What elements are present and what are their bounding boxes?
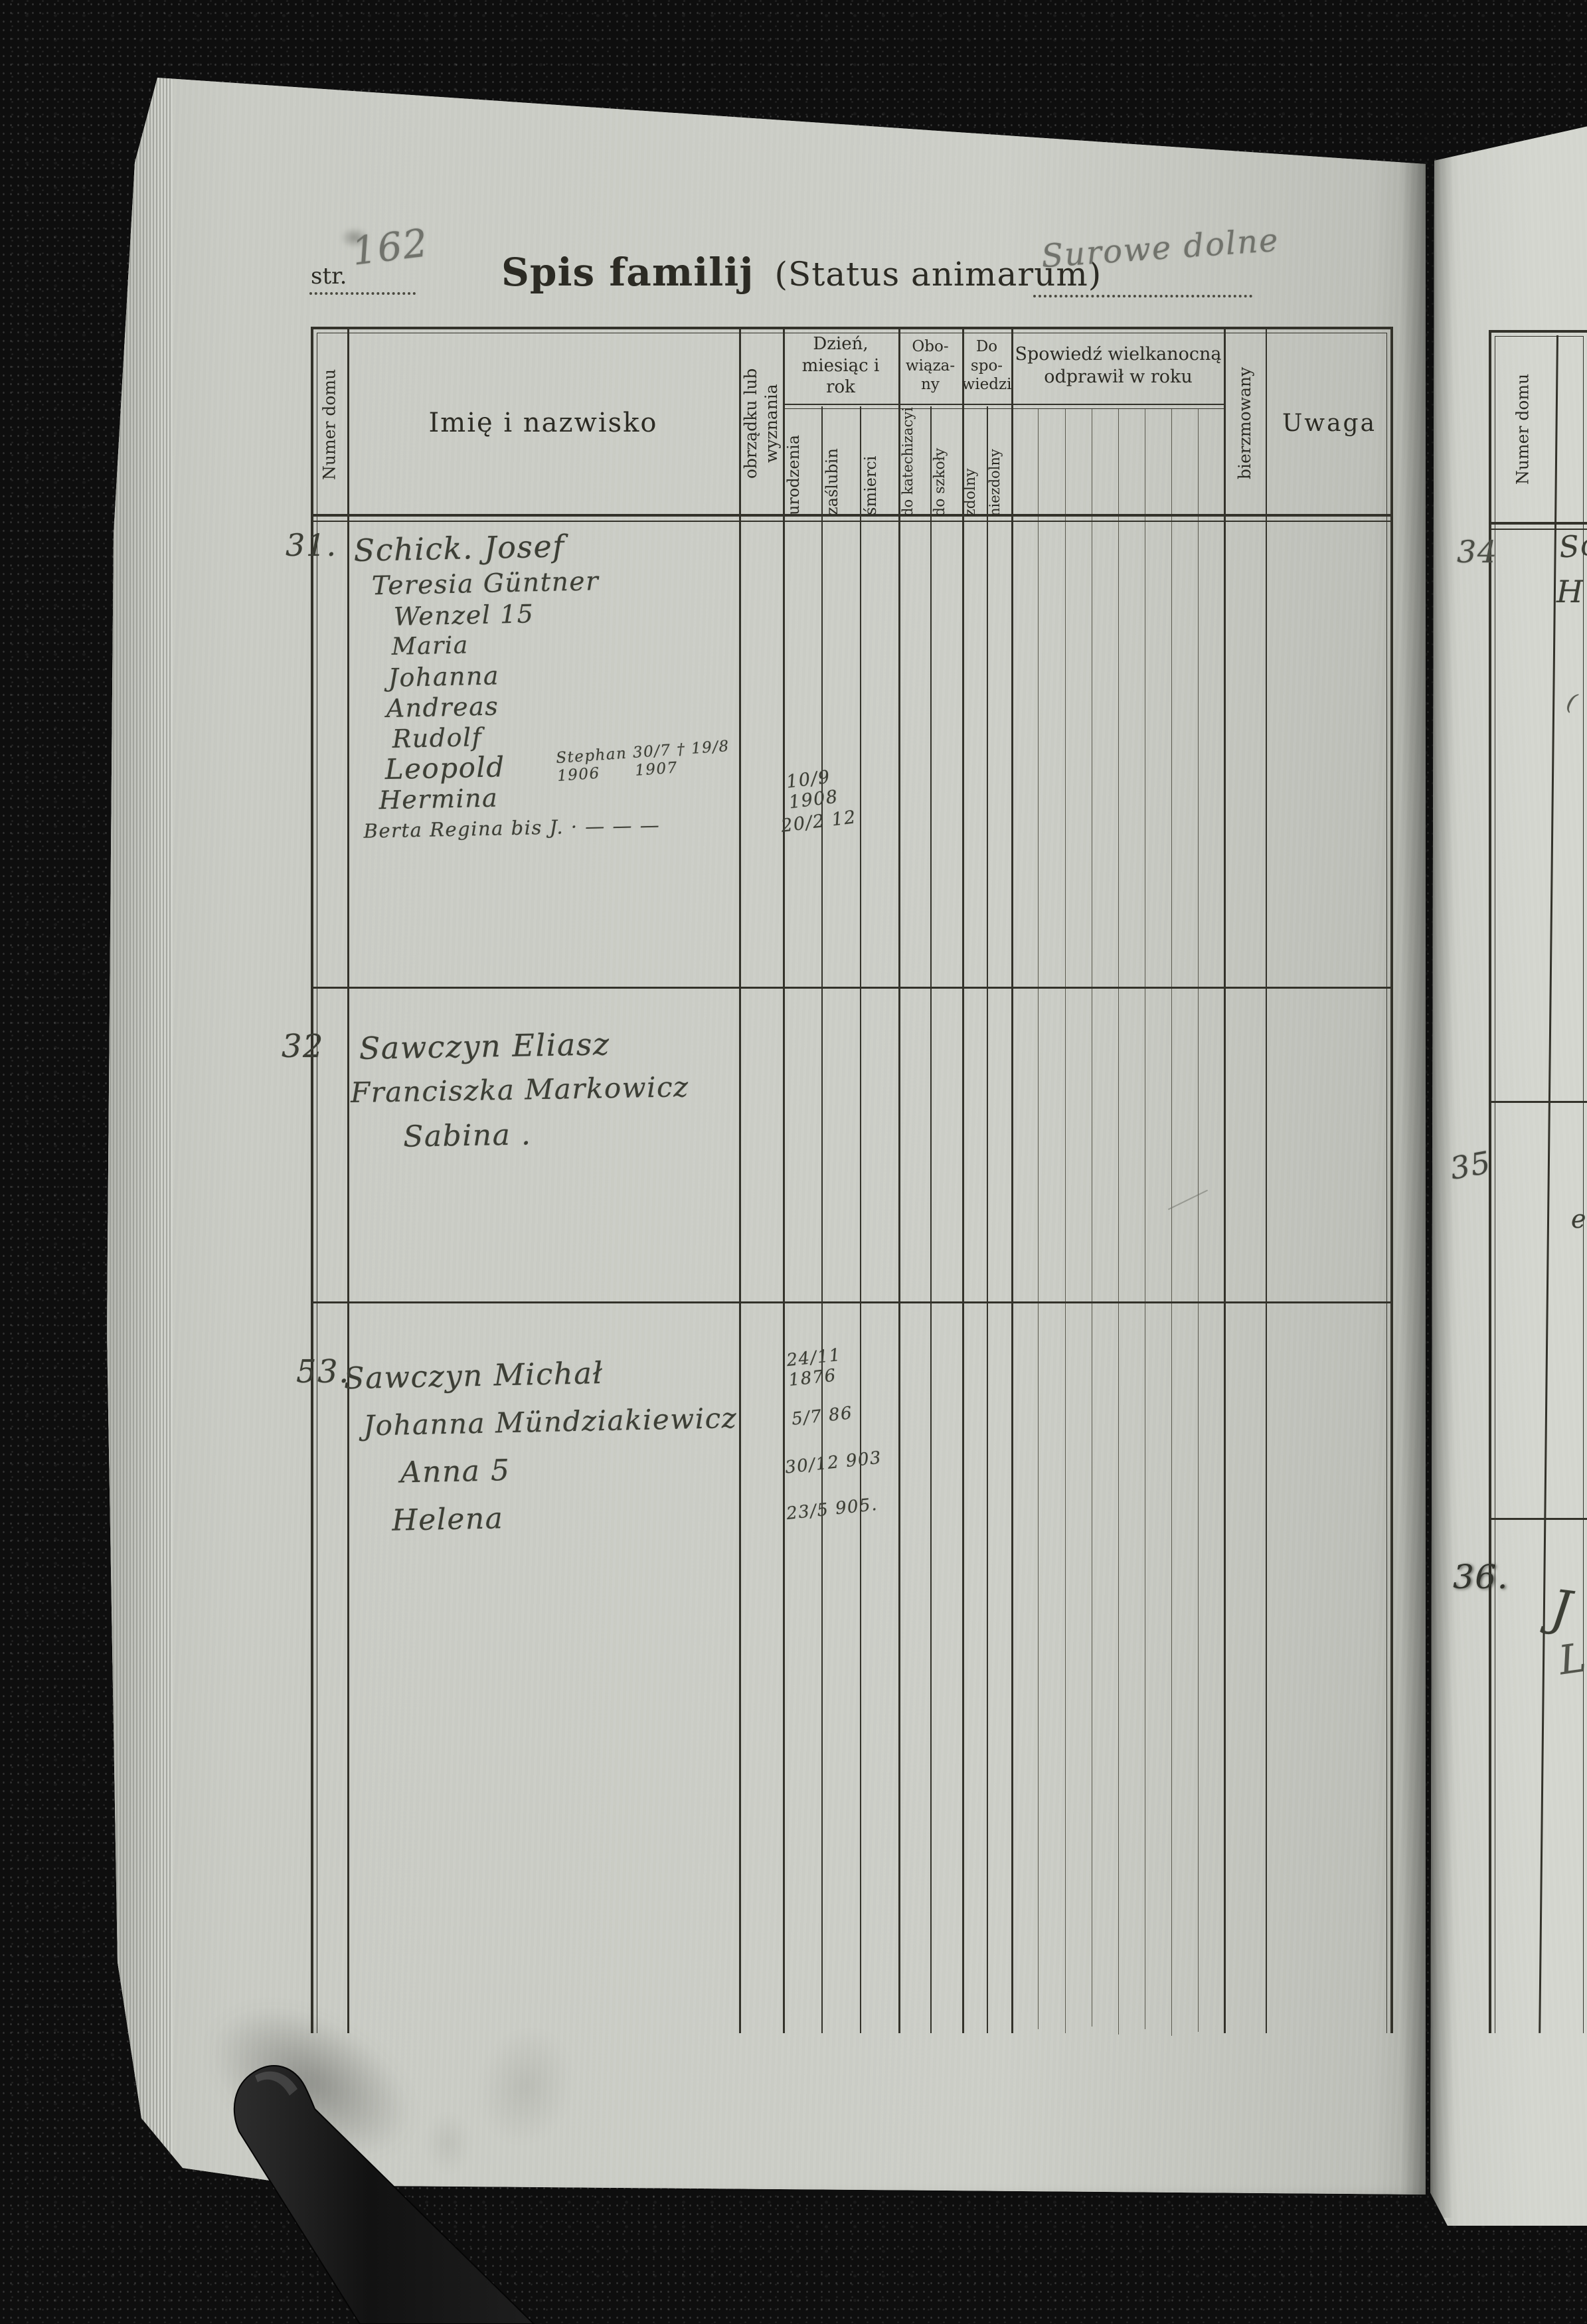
- right-house-number-35: 35: [1447, 1144, 1494, 1187]
- subcolumn-line: [930, 406, 932, 2033]
- right-table-frame: [1489, 330, 1587, 2033]
- pen: [233, 2065, 535, 2324]
- confession-year-line: [1198, 409, 1199, 2032]
- group-header-confession: Do spo- wiedzi: [961, 337, 1012, 394]
- pen-body: [233, 2065, 535, 2324]
- col-header-confirmed: bierzmowany: [1234, 367, 1254, 479]
- page-number-dotted-line: [309, 292, 416, 295]
- table-frame: [311, 327, 1393, 2033]
- subcolumn-line: [821, 406, 823, 2033]
- header-bottom-rule: [311, 514, 1393, 522]
- right-row-separator: [1489, 1101, 1587, 1103]
- col-header-marriage: zaślubin: [823, 448, 841, 515]
- group-header-easter-confession: Spowiedź wielkanocną odprawił w roku: [1015, 344, 1222, 387]
- right-col-header-house-number: Numer domu: [1513, 373, 1533, 485]
- column-line: [1011, 327, 1013, 2033]
- col-header-unable: niezdolny: [987, 449, 1003, 517]
- house-number-53: 53.: [296, 1353, 350, 1390]
- group-header-obliged: Obo- wiąza- ny: [905, 337, 956, 394]
- group-header-rule: [784, 404, 1224, 409]
- confession-year-line: [1038, 409, 1039, 2029]
- group-header-day-month-year: Dzień, miesiąc i rok: [801, 334, 880, 398]
- register-title-main: Spis familij: [501, 250, 754, 295]
- page-number-handwritten: 162: [349, 220, 431, 274]
- col-header-able: zdolny: [962, 468, 979, 517]
- member-line: Helena: [391, 1501, 504, 1538]
- page-label: str.: [311, 263, 347, 290]
- column-line: [1224, 327, 1226, 2033]
- family-members-32: Sawczyn Eliasz Franciszka Markowicz Sabi…: [349, 1019, 736, 1161]
- column-line: [1266, 327, 1267, 2033]
- col-header-rite: obrządku lub wyznania: [740, 368, 781, 479]
- column-line: [347, 327, 349, 2033]
- fore-edge-page-stack: [107, 78, 173, 2195]
- right-page: [1430, 126, 1587, 2226]
- col-header-remarks: Uwaga: [1282, 409, 1377, 437]
- col-header-school: do szkoły: [932, 448, 948, 517]
- col-header-death: śmierci: [861, 456, 880, 515]
- member-line: Franciszka Markowicz: [350, 1070, 690, 1110]
- row-separator: [311, 1301, 1393, 1303]
- column-line: [783, 327, 785, 2033]
- confession-year-line: [1118, 409, 1119, 2034]
- family-members-31: Schick. Josef Teresia Güntner Wenzel 15 …: [351, 521, 739, 847]
- right-row-separator: [1489, 1518, 1587, 1520]
- right-house-number-36: 36.: [1453, 1558, 1509, 1596]
- member-line: Johanna Mündziakiewicz: [363, 1401, 738, 1442]
- register-title: Spis familij (Status animarum): [501, 250, 1102, 295]
- column-line: [962, 327, 964, 2033]
- place-name-dotted-line: [1033, 295, 1252, 297]
- subcolumn-line: [987, 406, 988, 2033]
- birth-date: 24/11 1876: [786, 1345, 843, 1391]
- pencil-smudge: [340, 227, 369, 248]
- house-number-32: 32: [282, 1028, 325, 1065]
- member-line: Sabina .: [402, 1118, 532, 1154]
- row-separator: [311, 987, 1393, 989]
- birth-date: 10/9 1908: [785, 766, 840, 813]
- script-fragment: H: [1556, 574, 1584, 610]
- col-header-house-number: Numer domu: [319, 369, 339, 480]
- confession-year-line: [1171, 409, 1172, 2036]
- col-header-name: Imię i nazwisko: [428, 408, 658, 438]
- right-house-number-34: 34: [1457, 534, 1498, 570]
- left-page: [107, 78, 1426, 2195]
- script-fragment: Sch: [1557, 526, 1587, 565]
- right-header-bottom-rule: [1489, 522, 1587, 530]
- member-line: Schick. Josef: [353, 528, 566, 568]
- confession-year-line: [1065, 409, 1066, 2033]
- column-line: [739, 327, 741, 2033]
- member-line: Sawczyn Michał: [343, 1355, 604, 1396]
- pen-highlight: [255, 2071, 297, 2096]
- gutter-shadow: [1401, 86, 1453, 2218]
- col-header-birth: urodzenia: [784, 434, 803, 515]
- stain: [425, 2112, 471, 2175]
- register-title-latin: (Status animarum): [774, 255, 1102, 293]
- house-number-31: 31.: [286, 527, 337, 563]
- column-line: [898, 327, 900, 2033]
- col-header-catechism: do katechizacyi: [900, 407, 916, 517]
- member-line: Anna 5: [400, 1453, 511, 1490]
- script-fragment: e: [1571, 1204, 1587, 1234]
- subcolumn-line: [860, 406, 861, 2033]
- family-members-53: Sawczyn Michał Johanna Mündziakiewicz An…: [342, 1347, 744, 1546]
- member-line: Sawczyn Eliasz: [359, 1026, 611, 1066]
